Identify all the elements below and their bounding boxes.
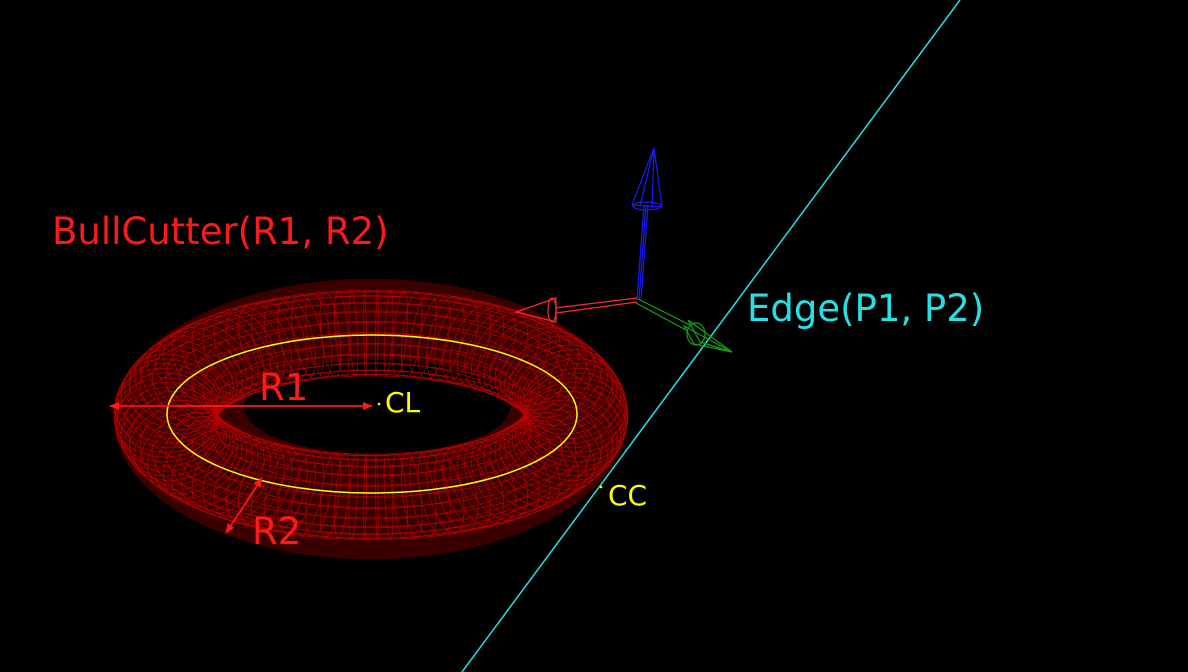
cutter-center-circle [166,334,578,494]
cc-label: CC [608,479,648,512]
cl-label: CL [385,386,421,419]
r2-dimension-arrow-up [239,477,263,513]
cl-point [377,402,381,406]
r1-label: R1 [259,366,309,409]
z-axis-arrow-icon [631,147,663,301]
bull-cutter-torus [113,278,629,560]
y-axis-arrow-icon [635,298,733,353]
cutter-label: BullCutter(R1, R2) [52,210,389,253]
cc-point [599,485,603,489]
x-axis-arrow-icon [513,297,638,323]
r2-label: R2 [252,510,302,553]
axis-triad-icon [513,147,733,353]
edge-label: Edge(P1, P2) [747,287,985,330]
